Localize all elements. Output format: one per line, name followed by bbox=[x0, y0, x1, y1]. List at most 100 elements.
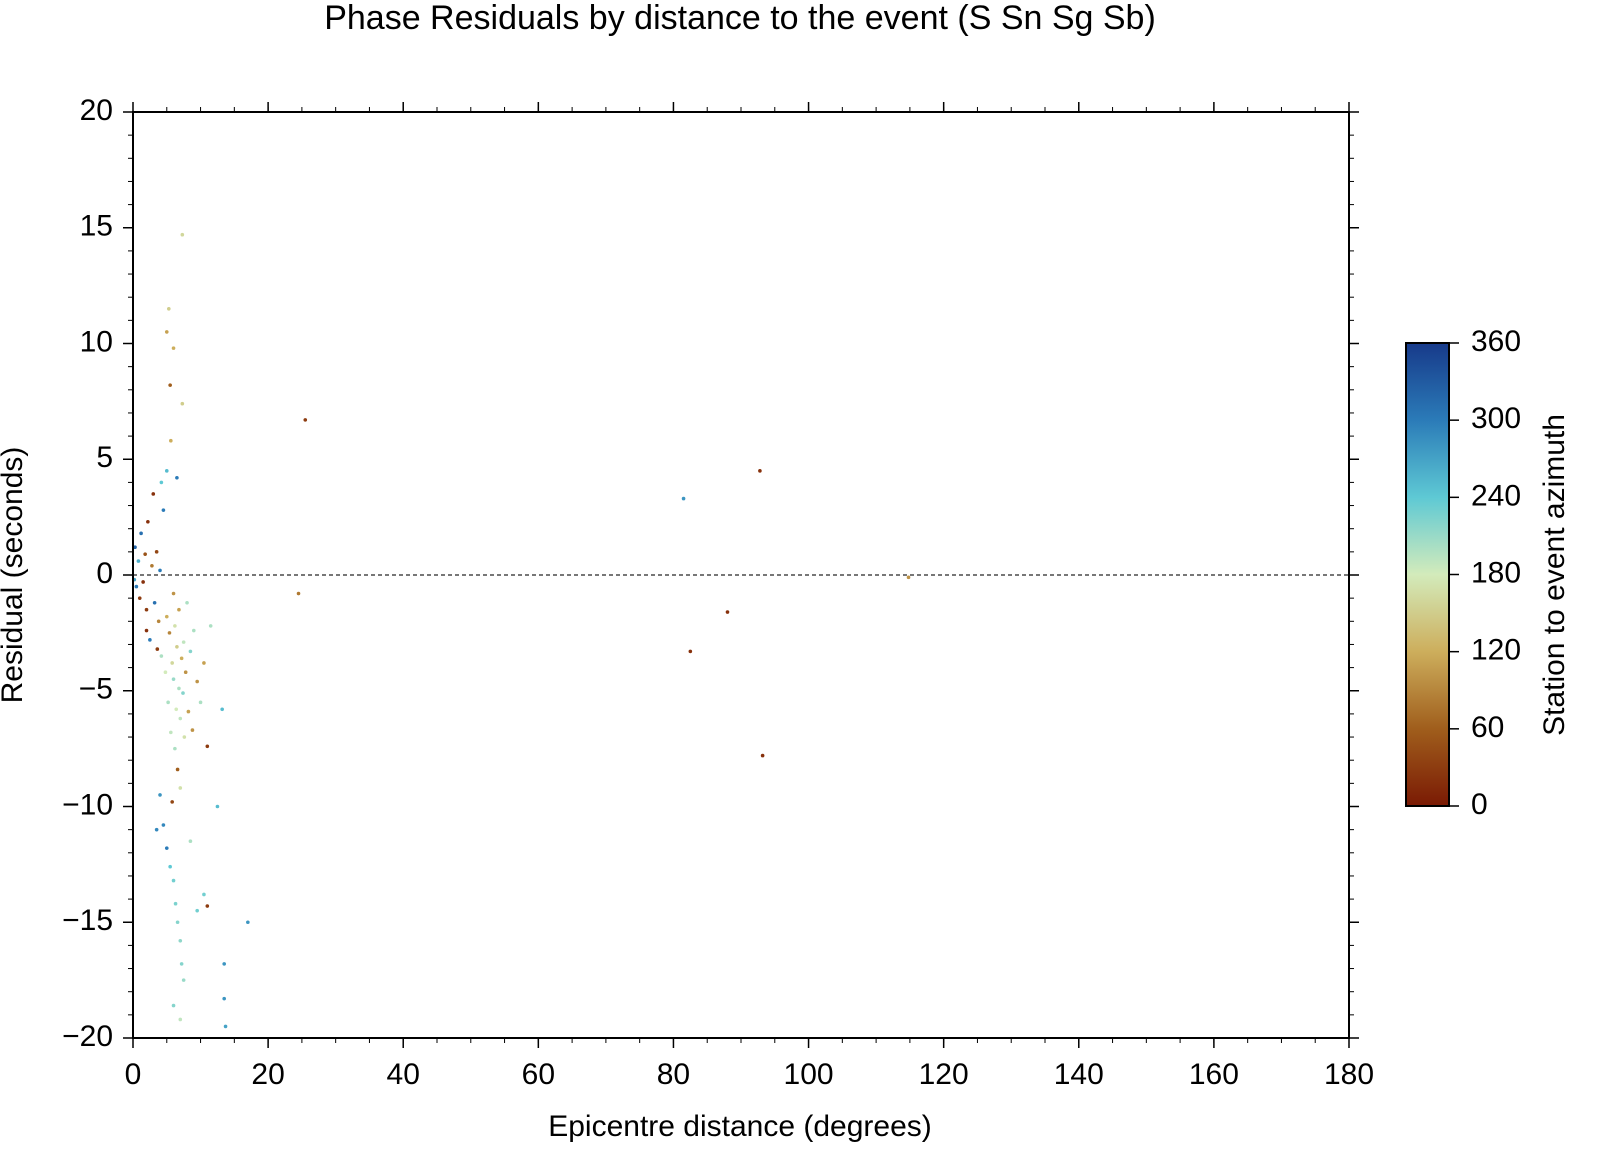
point bbox=[906, 575, 911, 580]
x-tick-label: 0 bbox=[125, 1058, 142, 1091]
y-tick-label: 0 bbox=[96, 557, 113, 590]
y-tick-label: 5 bbox=[96, 441, 113, 474]
point bbox=[171, 1003, 176, 1008]
point bbox=[133, 545, 137, 550]
point bbox=[159, 480, 164, 485]
point bbox=[134, 584, 139, 589]
x-tick-label: 140 bbox=[1054, 1058, 1104, 1091]
point bbox=[195, 908, 199, 913]
point bbox=[158, 568, 162, 573]
point bbox=[303, 418, 308, 422]
point bbox=[161, 508, 166, 512]
point bbox=[141, 580, 145, 584]
x-tick-label: 160 bbox=[1189, 1058, 1239, 1091]
point bbox=[180, 232, 185, 237]
point bbox=[758, 469, 762, 473]
point bbox=[178, 786, 183, 790]
point bbox=[139, 531, 143, 536]
point bbox=[188, 649, 193, 654]
x-tick-label: 120 bbox=[919, 1058, 969, 1091]
x-tick-label: 100 bbox=[784, 1058, 834, 1091]
x-tick-label: 180 bbox=[1324, 1058, 1374, 1091]
x-tick-label: 80 bbox=[657, 1058, 690, 1091]
y-tick-label: −5 bbox=[79, 673, 113, 706]
point bbox=[168, 864, 172, 869]
point bbox=[169, 438, 173, 443]
y-tick-label: −20 bbox=[62, 1020, 113, 1053]
point bbox=[169, 730, 173, 735]
point bbox=[161, 823, 166, 827]
point bbox=[185, 600, 189, 605]
point bbox=[168, 383, 172, 387]
point bbox=[681, 496, 686, 501]
point bbox=[154, 550, 159, 554]
y-tick-label: −10 bbox=[62, 788, 113, 821]
point bbox=[688, 649, 693, 654]
point bbox=[144, 607, 149, 612]
point bbox=[164, 614, 169, 619]
point bbox=[183, 670, 188, 675]
point bbox=[164, 846, 169, 850]
point bbox=[150, 563, 154, 568]
point bbox=[164, 330, 169, 334]
point bbox=[177, 686, 181, 691]
point bbox=[170, 800, 174, 804]
point bbox=[181, 978, 186, 982]
point bbox=[181, 640, 186, 644]
point bbox=[188, 839, 193, 844]
point bbox=[171, 878, 176, 883]
point bbox=[156, 619, 161, 624]
point bbox=[171, 346, 176, 350]
point bbox=[175, 644, 179, 649]
point bbox=[163, 670, 168, 675]
point bbox=[195, 679, 199, 684]
colorbar-tick-label: 300 bbox=[1471, 402, 1521, 435]
point bbox=[192, 628, 196, 633]
point bbox=[146, 519, 150, 524]
point bbox=[167, 306, 171, 311]
point bbox=[164, 469, 169, 473]
point bbox=[222, 962, 226, 966]
point bbox=[148, 638, 152, 642]
point bbox=[246, 920, 250, 925]
point bbox=[152, 600, 157, 605]
point bbox=[171, 591, 176, 596]
point bbox=[205, 744, 210, 749]
point bbox=[180, 401, 185, 406]
point bbox=[182, 735, 187, 739]
point bbox=[159, 654, 164, 658]
plot-frame bbox=[132, 111, 1350, 1039]
point bbox=[137, 596, 142, 600]
point bbox=[171, 677, 176, 681]
point bbox=[178, 1017, 183, 1022]
point bbox=[143, 552, 147, 556]
x-tick-label: 20 bbox=[251, 1058, 284, 1091]
point bbox=[170, 661, 174, 665]
point bbox=[215, 804, 220, 809]
y-tick-label: 20 bbox=[80, 94, 113, 127]
colorbar-tick-label: 120 bbox=[1471, 634, 1521, 667]
point bbox=[173, 624, 177, 628]
point bbox=[222, 996, 226, 1001]
point bbox=[220, 707, 224, 712]
point bbox=[179, 656, 184, 661]
point bbox=[151, 492, 156, 496]
y-tick-label: 15 bbox=[80, 210, 113, 243]
y-axis-label: Residual (seconds) bbox=[0, 447, 29, 704]
y-tick-label: 10 bbox=[80, 325, 113, 358]
point bbox=[296, 591, 301, 596]
point bbox=[173, 746, 177, 751]
point bbox=[190, 728, 195, 732]
point bbox=[144, 628, 149, 633]
point bbox=[760, 753, 765, 758]
colorbar-tick-label: 240 bbox=[1471, 479, 1521, 512]
colorbar-tick-label: 360 bbox=[1471, 325, 1521, 358]
x-tick-label: 40 bbox=[387, 1058, 420, 1091]
point bbox=[202, 661, 206, 665]
point bbox=[155, 647, 160, 651]
point bbox=[173, 901, 178, 906]
point bbox=[175, 475, 179, 480]
point bbox=[158, 793, 162, 797]
colorbar bbox=[1405, 342, 1450, 807]
point bbox=[136, 559, 141, 563]
